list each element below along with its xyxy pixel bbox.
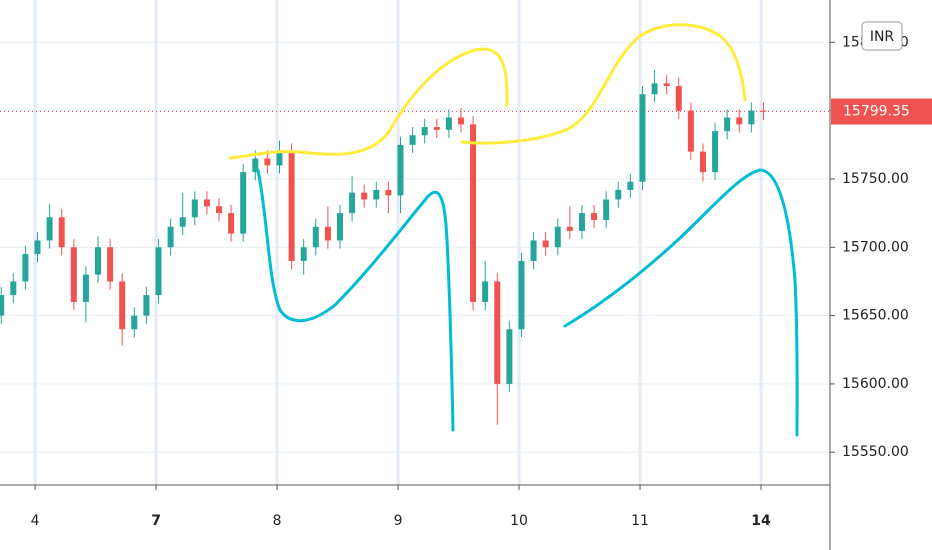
candle-body — [58, 217, 65, 248]
x-tick-label: 4 — [31, 513, 40, 529]
x-tick-label: 9 — [394, 513, 403, 529]
x-tick-label: 10 — [510, 513, 528, 529]
candle-body — [240, 172, 247, 234]
candle-body — [397, 144, 404, 196]
last-price-label: 15799.35 — [843, 104, 910, 120]
candle-body — [167, 226, 174, 248]
candle-body — [578, 213, 585, 231]
candle-body — [506, 329, 513, 384]
candle-body — [373, 189, 380, 200]
currency-label: INR — [870, 29, 895, 45]
candle-body — [46, 217, 53, 241]
candle-body — [724, 117, 731, 132]
candle-body — [361, 192, 368, 200]
x-tick-label: 7 — [151, 513, 161, 529]
candle-body — [712, 131, 719, 173]
candle-body — [699, 151, 706, 173]
candle-body — [22, 254, 29, 282]
axis-layer: 15550.00 15600.00 15650.00 15700.00 15750.00… — [31, 34, 932, 529]
candle-body — [687, 110, 694, 152]
candles — [0, 69, 767, 425]
candle-body — [542, 240, 549, 248]
x-tick-label: 8 — [273, 513, 282, 529]
last-price-box — [831, 98, 932, 125]
candle-body — [433, 127, 440, 130]
candle-body — [591, 213, 598, 220]
candle-body — [324, 226, 331, 241]
candle-body — [470, 124, 477, 302]
candle-body — [228, 213, 235, 234]
x-tick-label: 14 — [751, 513, 771, 529]
y-tick-label: 15750.00 — [842, 171, 909, 187]
candle-body — [409, 135, 416, 145]
candle-body — [639, 94, 646, 182]
candle-body — [627, 181, 634, 190]
candle-body — [276, 151, 283, 166]
candle-body — [155, 247, 162, 296]
candle-body — [530, 240, 537, 261]
candle-body — [34, 240, 41, 255]
cyan-drawing — [256, 168, 455, 432]
candle-body — [736, 117, 743, 125]
candle-body — [107, 247, 114, 282]
candle-body — [82, 274, 89, 302]
y-tick-label: 15700.00 — [842, 239, 909, 255]
candle-body — [300, 247, 307, 261]
yellow-drawing — [460, 23, 747, 145]
candle-body — [554, 226, 561, 248]
currency-box[interactable] — [861, 21, 903, 51]
candle-body — [385, 189, 392, 196]
candle-body — [445, 117, 452, 130]
candle-body — [0, 295, 5, 316]
candle-body — [119, 281, 126, 330]
y-tick-label: 15650.00 — [842, 308, 909, 324]
candle-body — [603, 199, 610, 220]
candle-body — [748, 110, 755, 125]
candle-body — [10, 281, 17, 296]
candle-body — [131, 315, 138, 330]
candle-body — [675, 86, 682, 111]
candle-body — [663, 83, 670, 87]
candle-body — [203, 199, 210, 207]
candle-body — [252, 158, 259, 173]
candle-body — [482, 281, 489, 302]
grid-layer — [0, 0, 830, 485]
candle-body — [421, 127, 428, 136]
candle-body — [179, 217, 186, 227]
candle-body — [651, 83, 658, 95]
candle-body — [288, 151, 295, 261]
candle-body — [566, 226, 573, 231]
cyan-drawing — [563, 168, 799, 437]
drawings — [228, 23, 799, 437]
candle-body — [457, 117, 464, 125]
candle-body — [95, 247, 102, 275]
candle-body — [215, 206, 222, 214]
candle-body — [312, 226, 319, 248]
candle-body — [336, 213, 343, 241]
x-tick-label: 11 — [631, 513, 649, 529]
y-tick-label: 15600.00 — [842, 376, 909, 392]
candle-body — [349, 192, 356, 214]
y-tick-label: 15550.00 — [842, 444, 909, 460]
candle-body — [615, 189, 622, 200]
candle-body — [70, 247, 77, 302]
candle-body — [143, 295, 150, 316]
candle-body — [760, 110, 767, 112]
candle-body — [494, 281, 501, 384]
candle-body — [264, 158, 271, 166]
candle-body — [518, 260, 525, 330]
candle-body — [191, 199, 198, 218]
yellow-drawing — [228, 47, 509, 160]
